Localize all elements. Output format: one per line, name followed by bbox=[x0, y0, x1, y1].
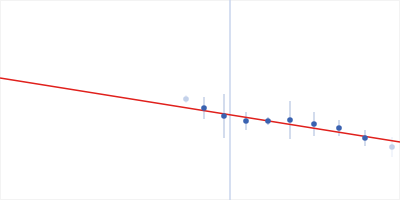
point bbox=[287, 117, 293, 123]
plot-area bbox=[0, 0, 400, 200]
point bbox=[336, 125, 342, 131]
point bbox=[201, 105, 207, 111]
point bbox=[389, 144, 395, 150]
point bbox=[311, 121, 317, 127]
plot-frame bbox=[1, 1, 400, 200]
point bbox=[221, 113, 227, 119]
point bbox=[362, 135, 368, 141]
line bbox=[229, 0, 231, 200]
point bbox=[183, 96, 189, 102]
point bbox=[265, 118, 271, 124]
chart-root bbox=[0, 0, 400, 200]
point bbox=[243, 118, 249, 124]
plot-svg bbox=[0, 0, 400, 200]
line bbox=[0, 78, 400, 142]
